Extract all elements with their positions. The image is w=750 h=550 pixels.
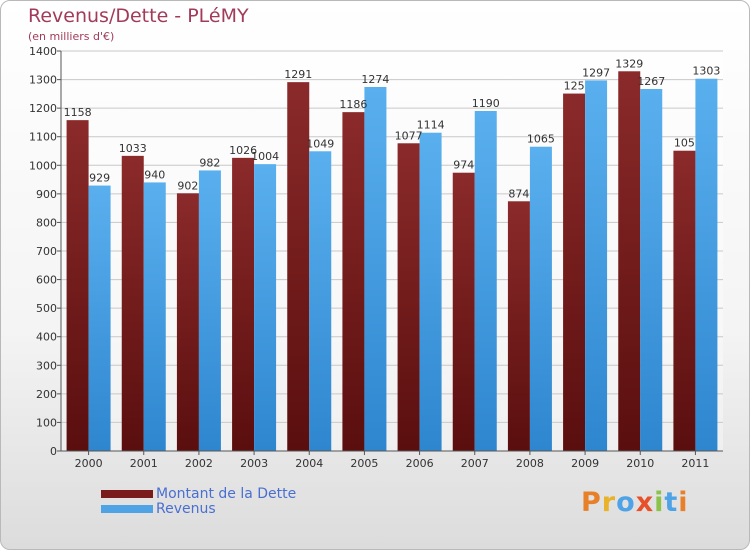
chart-title: Revenus/Dette - PLéMY xyxy=(28,5,249,27)
y-tick-label: 1300 xyxy=(29,74,57,87)
y-tick-label: 200 xyxy=(36,388,57,401)
revenue-bar xyxy=(474,111,497,451)
legend-label-revenue: Revenus xyxy=(156,501,216,517)
revenue-value-label: 1190 xyxy=(472,97,500,110)
debt-value-label: 1329 xyxy=(615,57,643,70)
x-tick-label: 2003 xyxy=(240,457,268,470)
revenue-bar xyxy=(695,78,718,451)
y-tick-label: 1100 xyxy=(29,131,57,144)
debt-bar xyxy=(232,157,255,451)
x-tick-label: 2002 xyxy=(185,457,213,470)
legend-swatch-debt xyxy=(101,490,153,498)
debt-value-label: 1158 xyxy=(64,106,92,119)
y-tick-label: 1000 xyxy=(29,159,57,172)
y-tick-label: 0 xyxy=(50,445,57,458)
y-tick-label: 300 xyxy=(36,359,57,372)
x-tick-label: 2005 xyxy=(350,457,378,470)
debt-value-label: 105 xyxy=(674,137,695,150)
legend-label-debt: Montant de la Dette xyxy=(156,486,297,502)
revenue-value-label: 1049 xyxy=(306,137,334,150)
revenue-bar xyxy=(309,151,332,452)
debt-value-label: 974 xyxy=(453,159,474,172)
x-tick-label: 2004 xyxy=(295,457,323,470)
x-tick-label: 2009 xyxy=(571,457,599,470)
revenue-value-label: 1267 xyxy=(637,75,665,88)
debt-value-label: 125 xyxy=(564,80,585,93)
y-tick-label: 800 xyxy=(36,216,57,229)
x-tick-label: 2000 xyxy=(75,457,103,470)
debt-bar xyxy=(563,93,586,452)
revenue-bar xyxy=(585,80,608,451)
y-tick-label: 400 xyxy=(36,331,57,344)
y-tick-label: 1200 xyxy=(29,102,57,115)
revenue-value-label: 1274 xyxy=(361,73,389,86)
x-tick-label: 2001 xyxy=(130,457,158,470)
revenue-value-label: 940 xyxy=(144,168,165,181)
bar-layer xyxy=(66,71,718,452)
revenue-value-label: 1303 xyxy=(692,65,720,78)
revenue-value-label: 982 xyxy=(199,156,220,169)
debt-value-label: 874 xyxy=(508,187,529,200)
revenue-bar xyxy=(254,164,277,451)
y-tick-label: 900 xyxy=(36,188,57,201)
x-tick-label: 2010 xyxy=(626,457,654,470)
debt-bar xyxy=(121,155,144,451)
y-tick-label: 100 xyxy=(36,416,57,429)
debt-value-label: 1291 xyxy=(284,68,312,81)
revenue-value-label: 1004 xyxy=(251,150,279,163)
debt-bar xyxy=(66,120,89,452)
revenue-bar xyxy=(364,87,387,451)
debt-bar xyxy=(342,112,365,452)
y-tick-label: 500 xyxy=(36,302,57,315)
revenue-bar xyxy=(143,182,166,451)
revenue-bar xyxy=(419,132,442,451)
debt-value-label: 1033 xyxy=(119,142,147,155)
revenue-value-label: 929 xyxy=(89,172,110,185)
debt-value-label: 1186 xyxy=(339,98,367,111)
revenue-bar xyxy=(640,89,663,451)
debt-bar xyxy=(397,143,420,452)
x-tick-label: 2007 xyxy=(461,457,489,470)
chart-subtitle: (en milliers d'€) xyxy=(28,30,115,43)
grid-layer xyxy=(61,50,723,452)
x-tick-label: 2008 xyxy=(516,457,544,470)
y-tick-label: 1400 xyxy=(29,45,57,58)
x-tick-label: 2006 xyxy=(406,457,434,470)
revenue-value-label: 1065 xyxy=(527,133,555,146)
x-tick-label: 2011 xyxy=(681,457,709,470)
revenue-bar xyxy=(198,170,221,451)
revenue-value-label: 1114 xyxy=(417,119,445,132)
y-tick-label: 700 xyxy=(36,245,57,258)
debt-bar xyxy=(618,71,641,452)
revenue-bar xyxy=(88,185,111,452)
debt-bar xyxy=(287,82,310,452)
proxiti-logo: Proxiti xyxy=(581,487,689,518)
debt-bar xyxy=(673,150,696,451)
debt-value-label: 1077 xyxy=(395,129,423,142)
revenue-value-label: 1297 xyxy=(582,66,610,79)
revenue-bar xyxy=(529,146,552,451)
debt-value-label: 902 xyxy=(177,179,198,192)
debt-bar xyxy=(507,201,530,451)
axis-layer: 0 100 200 300 400 500 600 700 800 900 1000 1100 1200… xyxy=(29,45,723,470)
legend-swatch-revenue xyxy=(101,505,153,513)
debt-value-label: 1026 xyxy=(229,144,257,157)
debt-bar xyxy=(452,172,475,451)
debt-bar xyxy=(176,193,199,452)
y-tick-label: 600 xyxy=(36,274,57,287)
